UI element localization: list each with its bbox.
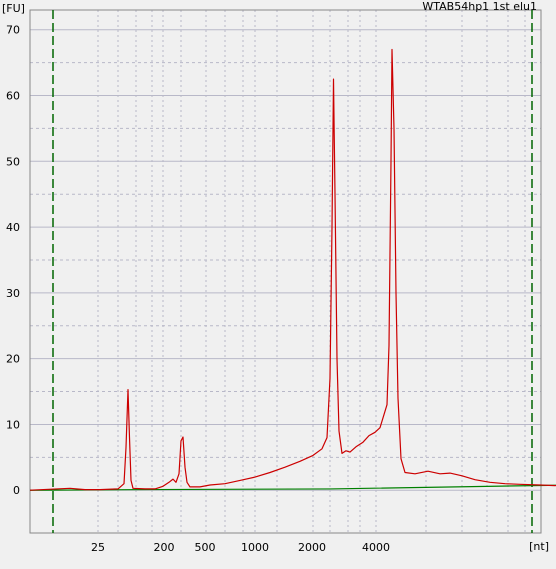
y-tick-label: 20 [6, 353, 20, 366]
y-tick-label: 40 [6, 221, 20, 234]
grid-layer [29, 9, 542, 534]
y-tick-label: 0 [13, 484, 20, 497]
x-tick-label: 2000 [298, 541, 326, 554]
plot-frame [29, 9, 542, 534]
x-axis-label: [nt] [529, 540, 549, 553]
x-tick-label: 4000 [362, 541, 390, 554]
x-tick-label: 25 [91, 541, 105, 554]
signal-trace [29, 48, 556, 491]
y-tick-label: 10 [6, 418, 20, 431]
label-layer: 0 10 20 30 40 50 60 70 25 200 500 1000 2000 4000 [6, 24, 390, 554]
plot-layer [29, 48, 556, 491]
y-tick-label: 50 [6, 155, 20, 168]
x-tick-label: 1000 [241, 541, 269, 554]
y-tick-label: 30 [6, 287, 20, 300]
x-tick-label: 200 [154, 541, 175, 554]
y-tick-label: 60 [6, 90, 20, 103]
chart-title: WTAB54hp1 1st elu1 [422, 0, 537, 13]
y-axis-label: [FU] [2, 2, 25, 15]
x-tick-label: 500 [195, 541, 216, 554]
marker-layer [52, 10, 533, 533]
y-tick-label: 70 [6, 24, 20, 37]
